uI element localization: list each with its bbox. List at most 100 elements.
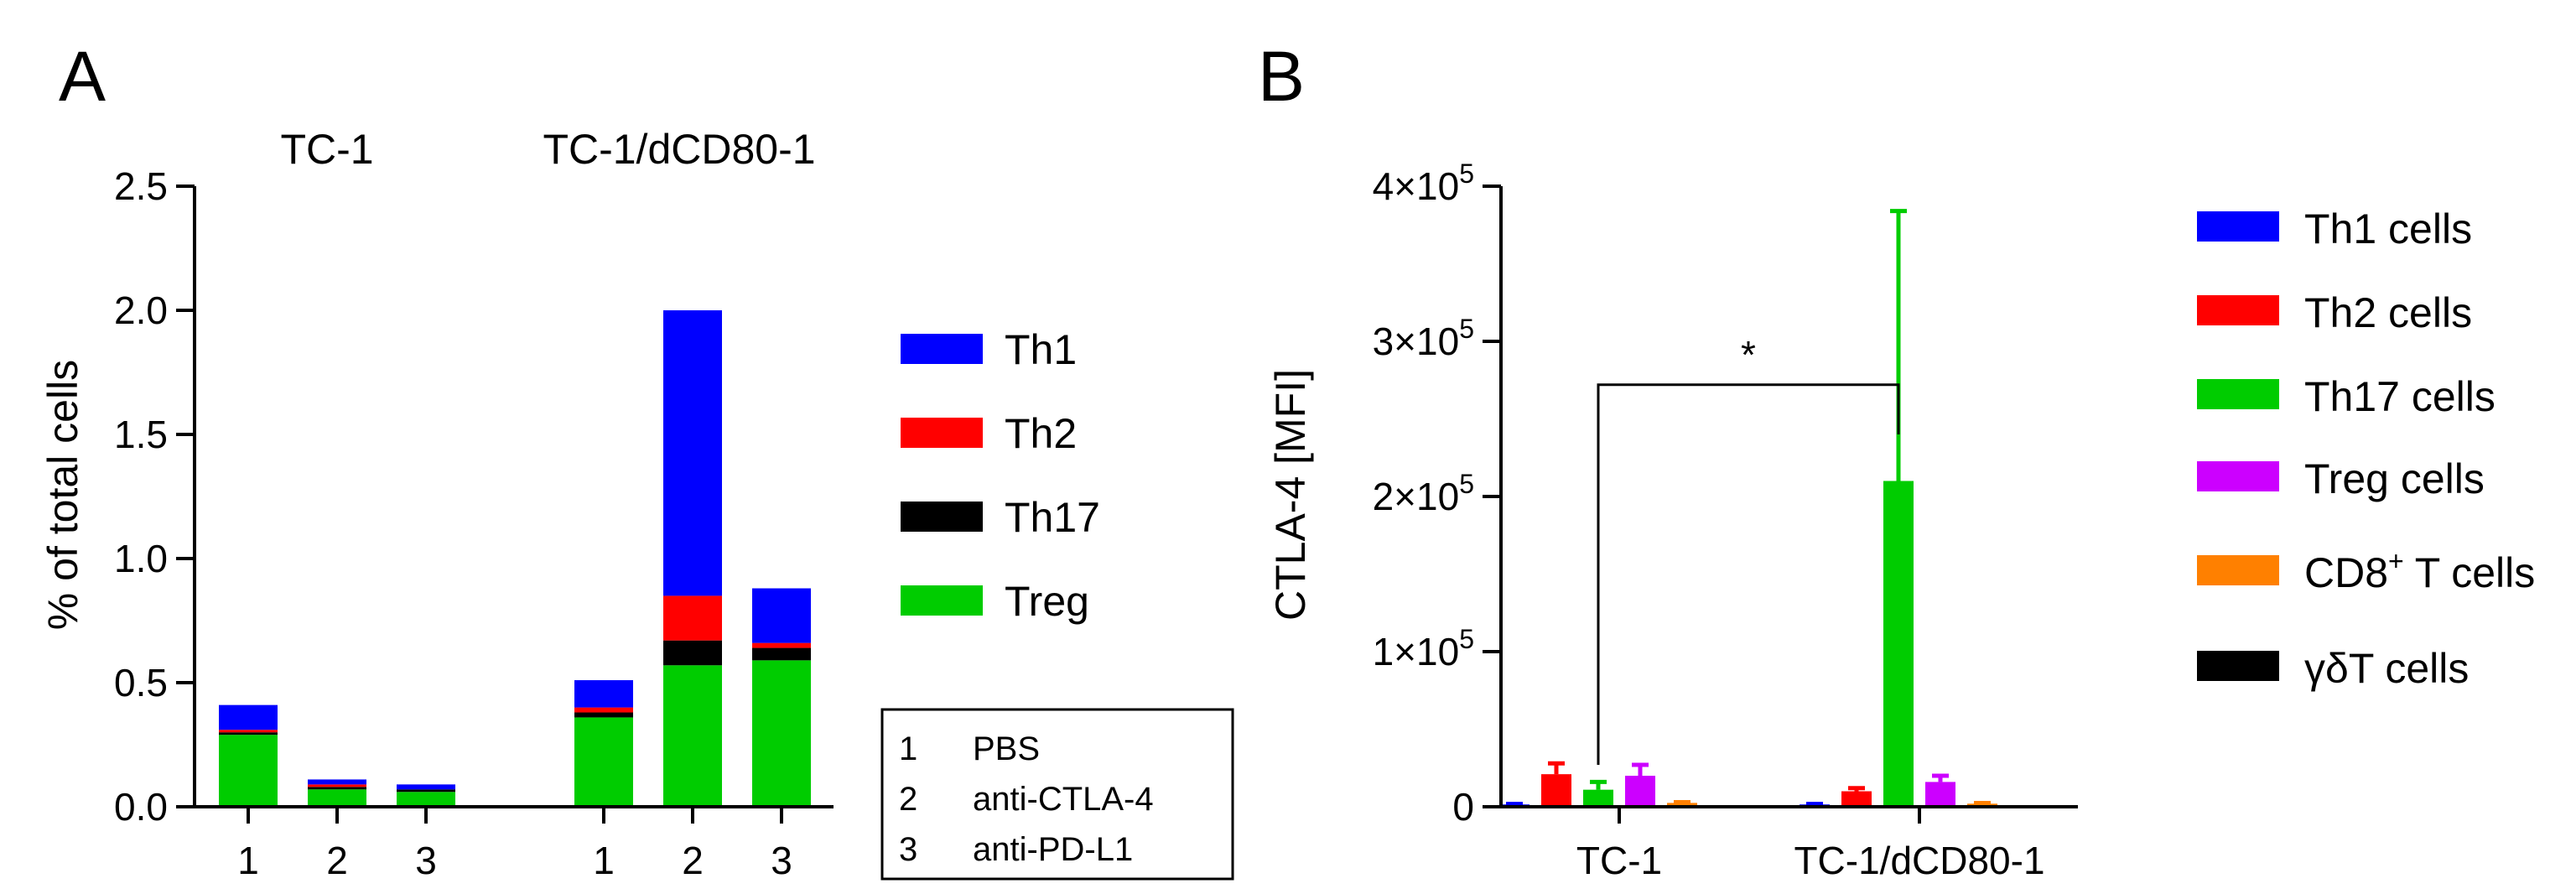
legend-text-main: Th17 cells [2304, 373, 2496, 420]
bar-th17-g1-3 [397, 789, 455, 793]
tick-base: 1×10 [1373, 630, 1460, 673]
panel-a-chart: A TC-1 TC-1/dCD80-1 % of total cells 0.0… [39, 37, 1234, 882]
bar-th17-cells-tc-1-dcd80-1 [1883, 481, 1914, 807]
panel-a-y-tick-label: 0.0 [114, 785, 168, 829]
bar-th17-g1-2 [308, 787, 366, 790]
treatment-key-num-1: 1 [899, 730, 917, 767]
legend-label-t-cells: γδT cells [2304, 645, 2469, 692]
panel-b-y-tick-label: 0 [1452, 785, 1474, 829]
tick-exponent: 5 [1459, 624, 1474, 654]
bar-th17-g2-3 [752, 647, 811, 661]
bar-th17-g2-1 [574, 712, 633, 718]
panel-a-bars [219, 310, 811, 807]
panel-a-y-tick-label: 1.0 [114, 537, 168, 580]
tick-exponent: 5 [1459, 314, 1474, 344]
bar-treg-g2-3 [752, 660, 811, 807]
legend-label-th2: Th2 [1005, 410, 1077, 457]
treatment-key-num-3: 3 [899, 831, 917, 868]
legend-swatch-treg [901, 585, 983, 616]
legend-text-main: Th1 cells [2304, 205, 2472, 252]
panel-b-y-tick-label: 1×105 [1373, 624, 1474, 673]
legend-swatch-th17-cells [2197, 379, 2279, 409]
panel-b-y-tick-label: 2×105 [1373, 469, 1474, 518]
bar-th2-g2-1 [574, 707, 633, 713]
legend-text-main: CD8 [2304, 549, 2388, 596]
legend-swatch-th17 [901, 502, 983, 532]
legend-label-th17: Th17 [1005, 494, 1100, 541]
bar-treg-g2-1 [574, 717, 633, 807]
panel-a-y-ticks: 0.0 0.5 1.0 1.5 2.0 2.5 [114, 164, 195, 829]
treatment-key-border [880, 708, 1234, 881]
legend-text-main: Th2 cells [2304, 289, 2472, 336]
legend-text-superscript: + [2388, 546, 2404, 576]
legend-label-treg: Treg [1005, 578, 1089, 625]
legend-swatch-th2 [901, 418, 983, 448]
legend-swatch-th2-cells [2197, 295, 2279, 325]
bar-th2-g2-3 [752, 642, 811, 648]
bar-th2-g2-2 [663, 595, 722, 641]
panel-a-group-title-tc1: TC-1 [280, 126, 373, 173]
legend-label-cd8-t-cells: CD8+ T cells [2304, 546, 2535, 596]
legend-swatch-t-cells [2197, 651, 2279, 681]
tick-base: 4×10 [1373, 164, 1460, 208]
legend-label-treg-cells: Treg cells [2304, 455, 2485, 502]
panel-a-letter: A [59, 37, 106, 116]
panel-a-y-axis-title: % of total cells [39, 360, 86, 630]
panel-b-x-tick-label: TC-1/dCD80-1 [1794, 839, 2044, 882]
legend-label-th1: Th1 [1005, 326, 1077, 373]
panel-a-y-tick-label: 1.5 [114, 413, 168, 456]
legend-text-main: Treg cells [2304, 455, 2485, 502]
bar-th2-g1-1 [219, 730, 278, 733]
panel-b-y-axis-title: CTLA-4 [MFI] [1267, 369, 1314, 621]
treatment-key-label-2: anti-CTLA-4 [973, 781, 1154, 818]
bar-treg-g1-2 [308, 789, 366, 807]
bar-th1-g1-3 [397, 784, 455, 790]
tick-base: 3×10 [1373, 320, 1460, 363]
bar-treg-g1-1 [219, 735, 278, 807]
panel-a-y-tick-label: 2.5 [114, 164, 168, 208]
treatment-key-box: 1 PBS 2 anti-CTLA-4 3 anti-PD-L1 [880, 708, 1234, 881]
panel-a-x-tick-label: 1 [237, 839, 259, 882]
panel-b-x-ticks: TC-1 TC-1/dCD80-1 [1576, 807, 2045, 882]
bar-treg-cells-tc-1 [1625, 776, 1655, 807]
bar-th1-g1-1 [219, 704, 278, 730]
bar-th1-g1-2 [308, 779, 366, 785]
panel-a-group-title-dcd80: TC-1/dCD80-1 [543, 126, 815, 173]
legend-swatch-th1 [901, 334, 983, 364]
treatment-key-num-2: 2 [899, 781, 917, 818]
significance-bracket-line [1597, 383, 1900, 766]
tick-exponent: 5 [1459, 159, 1474, 189]
bar-th2-g1-2 [308, 784, 366, 787]
legend-label-th17-cells: Th17 cells [2304, 373, 2496, 420]
tick-exponent: 5 [1459, 469, 1474, 499]
panel-b-legend: Th1 cells Th2 cells Th17 cells Treg cells CD… [2197, 205, 2535, 692]
bar-th17-g1-1 [219, 732, 278, 735]
bar-treg-g2-2 [663, 665, 722, 807]
legend-label-th2-cells: Th2 cells [2304, 289, 2472, 336]
bar-cd8-t-cells-tc-1 [1667, 803, 1697, 807]
legend-swatch-treg-cells [2197, 461, 2279, 491]
bar-th1-g2-3 [752, 588, 811, 643]
panel-a-x-tick-label: 1 [593, 839, 615, 882]
panel-b-x-tick-label: TC-1 [1576, 839, 1662, 882]
bar-treg-cells-tc-1-dcd80-1 [1925, 782, 1955, 807]
legend-text-main: γδT cells [2304, 645, 2469, 692]
panel-b-bars [1499, 209, 1997, 807]
bar-th17-cells-tc-1 [1583, 789, 1613, 807]
panel-a-y-tick-label: 0.5 [114, 661, 168, 704]
treatment-key-label-1: PBS [973, 730, 1040, 767]
significance-label: * [1741, 333, 1756, 377]
significance-bracket: * [1597, 333, 1900, 766]
panel-b-letter: B [1258, 37, 1305, 116]
bar-th1-g2-2 [663, 310, 722, 596]
legend-text-suffix: T cells [2404, 549, 2536, 596]
legend-swatch-cd8-t-cells [2197, 555, 2279, 585]
bar-th2-cells-tc-1 [1541, 774, 1571, 807]
panel-b-y-tick-label: 4×105 [1373, 159, 1474, 208]
bar-th17-g2-2 [663, 640, 722, 666]
panel-a-x-ticks: 1 2 3 1 2 3 [237, 807, 792, 882]
panel-a-y-tick-label: 2.0 [114, 288, 168, 332]
